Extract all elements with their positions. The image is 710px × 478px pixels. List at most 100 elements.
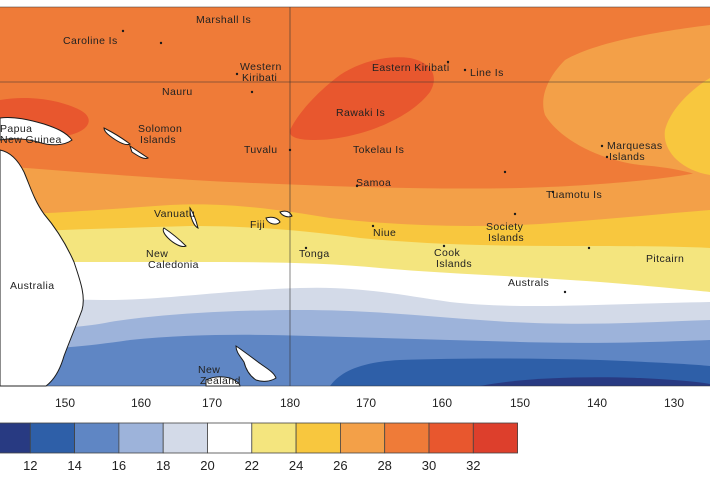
label-tokelau-is: Tokelau Is: [353, 144, 404, 156]
label-papua-new-guinea: Papua New Guinea: [0, 123, 62, 146]
longitude-label-2: 170: [202, 396, 222, 410]
label-tonga-line-0: Tonga: [299, 248, 330, 260]
new-caledonia-island: [162, 227, 187, 247]
label-new-caledonia-line-0: New: [146, 248, 168, 260]
label-papua-new-guinea-line-1: New Guinea: [0, 134, 62, 146]
label-cook-islands-line-0: Cook: [434, 247, 460, 259]
colorbar-swatch-6: [251, 422, 297, 454]
label-new-caledonia: New Caledonia: [146, 248, 199, 271]
solomon-islands-shape: [103, 127, 131, 145]
label-new-zealand-line-1: Zealand: [200, 375, 241, 387]
longitude-labels: 150 160 170 180 170 160 150 140 130: [55, 396, 684, 410]
label-niue: Niue: [373, 227, 396, 239]
label-rawaki-is: Rawaki Is: [336, 107, 385, 119]
colorbar-swatch-5: [207, 422, 253, 454]
label-caroline-is: Caroline Is: [63, 35, 118, 47]
label-eastern-kiribati-line-0: Eastern Kiribati: [372, 62, 450, 74]
label-pitcairn: Pitcairn: [646, 253, 684, 265]
colorbar-tick-8: 28: [377, 458, 391, 473]
colorbar-tick-1: 14: [67, 458, 81, 473]
label-cook-islands: Cook Islands: [434, 247, 472, 270]
label-marquesas-islands-line-1: Islands: [609, 151, 645, 163]
label-western-kiribati-line-0: Western: [240, 61, 282, 73]
temperature-colorbar: 12 14 16 18 20 22 24 26 28 30 32: [0, 422, 518, 473]
colorbar-tick-4: 20: [200, 458, 214, 473]
label-papua-new-guinea-line-0: Papua: [0, 123, 32, 135]
colorbar-tick-5: 22: [245, 458, 259, 473]
band-26-east: [664, 78, 710, 175]
colorbar-tick-6: 24: [289, 458, 303, 473]
longitude-label-1: 160: [131, 396, 151, 410]
colorbar-tick-2: 16: [112, 458, 126, 473]
label-new-caledonia-line-1: Caledonia: [148, 259, 199, 271]
colorbar-tick-0: 12: [23, 458, 37, 473]
label-solomon-islands: Solomon Islands: [138, 123, 182, 146]
label-society-islands: Society Islands: [486, 221, 524, 244]
label-pitcairn-line-0: Pitcairn: [646, 253, 684, 265]
label-marshall-is: Marshall Is: [196, 14, 251, 26]
label-tuamotu-is: Tuamotu Is: [546, 189, 602, 201]
colorbar-tick-3: 18: [156, 458, 170, 473]
band-12: [480, 377, 710, 386]
label-western-kiribati: Western Kiribati: [240, 61, 282, 84]
longitude-label-6: 150: [510, 396, 530, 410]
label-tonga: Tonga: [299, 248, 330, 260]
label-solomon-islands-line-1: Islands: [140, 134, 176, 146]
colorbar-swatch-10: [428, 422, 474, 454]
australia-landmass: [0, 149, 84, 387]
nz-north-island: [235, 345, 277, 382]
colorbar-swatch-2: [74, 422, 120, 454]
colorbar-swatch-3: [118, 422, 164, 454]
colorbar-swatch-11: [472, 422, 518, 454]
colorbar-tick-7: 26: [333, 458, 347, 473]
label-line-is: Line Is: [470, 67, 504, 79]
colorbar-swatch-9: [384, 422, 430, 454]
label-niue-line-0: Niue: [373, 227, 396, 239]
label-tuvalu-line-0: Tuvalu: [244, 144, 278, 156]
colorbar-tick-10: 32: [466, 458, 480, 473]
label-australs-line-0: Australs: [508, 277, 549, 289]
colorbar-tick-9: 30: [422, 458, 436, 473]
label-cook-islands-line-1: Islands: [436, 258, 472, 270]
temperature-field: [0, 7, 710, 386]
label-australs: Australs: [508, 277, 549, 289]
label-marshall-is-line-0: Marshall Is: [196, 14, 251, 26]
label-western-kiribati-line-1: Kiribati: [242, 72, 277, 84]
colorbar-swatch-1: [29, 422, 75, 454]
label-solomon-islands-line-0: Solomon: [138, 123, 182, 135]
graticule: [0, 6, 710, 387]
colorbar-swatch-4: [162, 422, 208, 454]
land: [0, 117, 293, 387]
longitude-label-0: 150: [55, 396, 75, 410]
label-nauru: Nauru: [162, 86, 193, 98]
longitude-label-8: 130: [664, 396, 684, 410]
label-samoa-line-0: Samoa: [356, 177, 391, 189]
label-samoa: Samoa: [356, 177, 391, 189]
longitude-label-5: 160: [432, 396, 452, 410]
label-marquesas-islands-line-0: Marquesas: [607, 140, 663, 152]
label-fiji: Fiji: [250, 219, 265, 231]
nz-south-island: [205, 376, 241, 387]
label-vanuatu-line-0: Vanuatu: [154, 208, 195, 220]
label-marquesas-islands: Marquesas Islands: [607, 140, 663, 163]
label-tuvalu: Tuvalu: [244, 144, 278, 156]
label-tokelau-is-line-0: Tokelau Is: [353, 144, 404, 156]
png-landmass: [0, 117, 73, 146]
longitude-label-4: 170: [356, 396, 376, 410]
label-rawaki-is-line-0: Rawaki Is: [336, 107, 385, 119]
longitude-label-7: 140: [587, 396, 607, 410]
label-society-islands-line-1: Islands: [488, 232, 524, 244]
label-caroline-is-line-0: Caroline Is: [63, 35, 118, 47]
label-new-zealand: New Zealand: [198, 364, 241, 387]
band-32: [289, 57, 434, 140]
label-fiji-line-0: Fiji: [250, 219, 265, 231]
label-tuamotu-is-line-0: Tuamotu Is: [546, 189, 602, 201]
label-australia-line-0: Australia: [10, 280, 54, 292]
label-vanuatu: Vanuatu: [154, 208, 195, 220]
label-eastern-kiribati: Eastern Kiribati: [372, 62, 450, 74]
label-line-is-line-0: Line Is: [470, 67, 504, 79]
label-society-islands-line-0: Society: [486, 221, 524, 233]
colorbar-swatch-0: [0, 422, 31, 454]
